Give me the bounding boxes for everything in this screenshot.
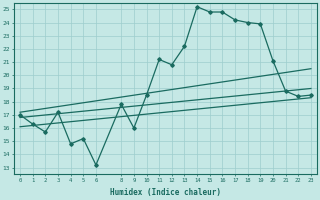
X-axis label: Humidex (Indice chaleur): Humidex (Indice chaleur) xyxy=(110,188,221,197)
